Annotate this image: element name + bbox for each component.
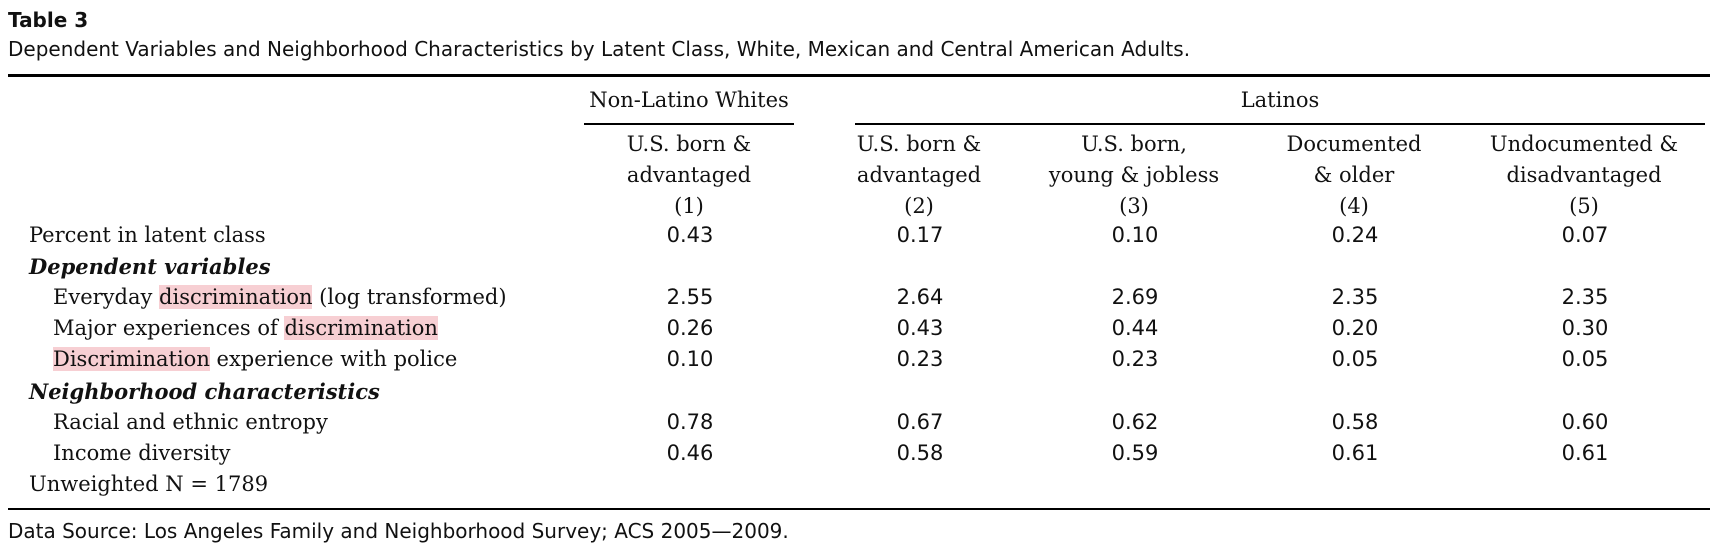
column-header-4: Documented & older (4)	[1286, 132, 1422, 218]
cell-value: 0.44	[1111, 316, 1159, 340]
table-row-police: Discrimination experience with police 0.…	[0, 344, 1720, 375]
cell-value: 2.35	[1331, 285, 1379, 309]
search-highlight: Discrimination	[53, 347, 210, 371]
cell-value: 0.61	[1331, 441, 1379, 465]
cell-value: 0.10	[1111, 223, 1159, 247]
table-row-income: Income diversity 0.46 0.58 0.59 0.61 0.6…	[0, 438, 1720, 469]
bottom-rule	[8, 508, 1710, 510]
section-heading: Neighborhood characteristics	[29, 379, 380, 404]
cell-value: 0.05	[1561, 347, 1609, 371]
table-row-major: Major experiences of discrimination 0.26…	[0, 313, 1720, 344]
cell-value: 0.58	[896, 441, 944, 465]
column-header-3: U.S. born, young & jobless (3)	[1048, 132, 1220, 218]
row-label: Racial and ethnic entropy	[53, 410, 328, 434]
group-rule-latinos	[855, 123, 1705, 125]
cell-value: 0.26	[666, 316, 714, 340]
top-rule	[8, 74, 1710, 77]
cell-value: 0.20	[1331, 316, 1379, 340]
cell-value: 0.23	[1111, 347, 1159, 371]
cell-value: 0.05	[1331, 347, 1379, 371]
cell-value: 0.67	[896, 410, 944, 434]
row-label: Unweighted N = 1789	[29, 472, 269, 496]
cell-value: 0.59	[1111, 441, 1159, 465]
cell-value: 0.17	[896, 223, 944, 247]
row-label: Everyday discrimination (log transformed…	[53, 285, 507, 309]
cell-value: 0.07	[1561, 223, 1609, 247]
search-highlight: discrimination	[159, 285, 313, 309]
table-row-percent: Percent in latent class 0.43 0.17 0.10 0…	[0, 220, 1720, 251]
section-row-neighborhood: Neighborhood characteristics	[0, 376, 1720, 407]
group-header-latinos: Latinos	[1240, 88, 1320, 112]
cell-value: 0.24	[1331, 223, 1379, 247]
column-header-1: U.S. born & advantaged (1)	[626, 132, 752, 218]
cell-value: 0.46	[666, 441, 714, 465]
cell-value: 0.23	[896, 347, 944, 371]
cell-value: 0.58	[1331, 410, 1379, 434]
cell-value: 2.35	[1561, 285, 1609, 309]
cell-value: 0.43	[666, 223, 714, 247]
cell-value: 0.60	[1561, 410, 1609, 434]
group-header-whites: Non-Latino Whites	[589, 88, 789, 112]
row-label: Income diversity	[53, 441, 231, 465]
section-row-dependent: Dependent variables	[0, 251, 1720, 282]
cell-value: 0.62	[1111, 410, 1159, 434]
table-title: Table 3	[8, 8, 89, 32]
cell-value: 0.43	[896, 316, 944, 340]
column-header-2: U.S. born & advantaged (2)	[856, 132, 982, 218]
table-row-everyday: Everyday discrimination (log transformed…	[0, 282, 1720, 313]
table-footnote: Data Source: Los Angeles Family and Neig…	[8, 519, 789, 543]
section-heading: Dependent variables	[29, 254, 271, 279]
column-header-5: Undocumented & disadvantaged (5)	[1489, 132, 1679, 218]
table-row-entropy: Racial and ethnic entropy 0.78 0.67 0.62…	[0, 407, 1720, 438]
group-rule-whites	[584, 123, 794, 125]
table-caption: Dependent Variables and Neighborhood Cha…	[8, 37, 1191, 61]
cell-value: 2.64	[896, 285, 944, 309]
cell-value: 0.61	[1561, 441, 1609, 465]
cell-value: 0.30	[1561, 316, 1609, 340]
row-label: Percent in latent class	[29, 223, 266, 247]
table-row-n: Unweighted N = 1789	[0, 469, 1720, 500]
cell-value: 0.78	[666, 410, 714, 434]
cell-value: 2.55	[666, 285, 714, 309]
row-label: Discrimination experience with police	[53, 347, 458, 371]
cell-value: 0.10	[666, 347, 714, 371]
row-label: Major experiences of discrimination	[53, 316, 438, 340]
cell-value: 2.69	[1111, 285, 1159, 309]
search-highlight: discrimination	[284, 316, 438, 340]
